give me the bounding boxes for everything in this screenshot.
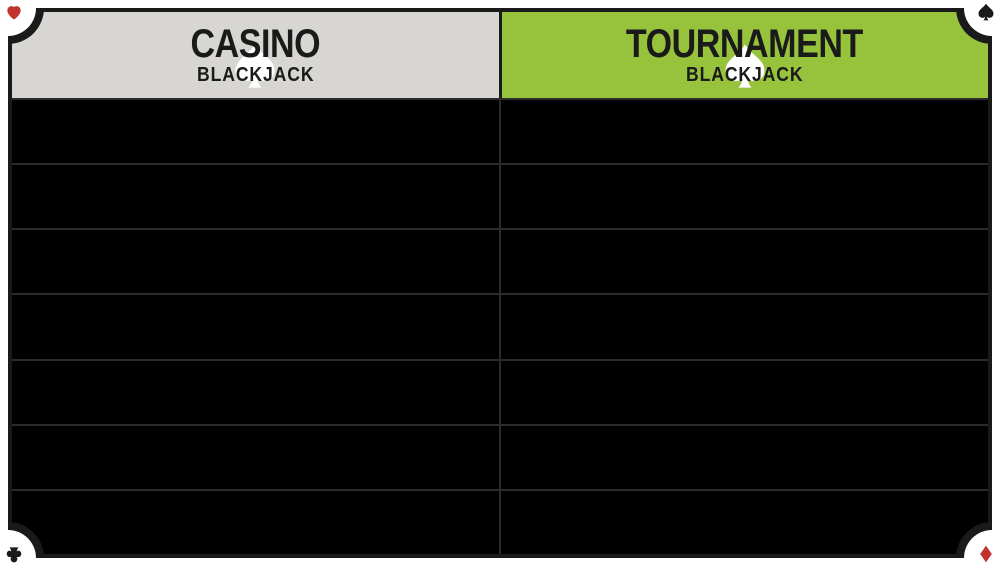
- table-cell: [501, 426, 988, 489]
- table-row: [12, 228, 988, 293]
- table-cell: [12, 491, 501, 554]
- table-row: [12, 163, 988, 228]
- table-cell: [501, 361, 988, 424]
- diamond-icon: [976, 544, 996, 564]
- header-cell-tournament: TOURNAMENT BLACKJACK: [502, 12, 989, 98]
- heart-icon: [4, 2, 24, 22]
- spade-icon: [976, 2, 996, 22]
- header-title: TOURNAMENT: [626, 24, 863, 64]
- table-row: [12, 359, 988, 424]
- table-row: [12, 293, 988, 358]
- comparison-table: CASINO BLACKJACK TOURNAMENT BLACKJACK: [12, 12, 988, 554]
- table-cell: [12, 230, 501, 293]
- table-cell: [501, 100, 988, 163]
- table-header-row: CASINO BLACKJACK TOURNAMENT BLACKJACK: [12, 12, 988, 98]
- table-body: [12, 98, 988, 554]
- club-icon: [4, 544, 24, 564]
- header-subtitle: BLACKJACK: [686, 64, 803, 87]
- table-cell: [12, 295, 501, 358]
- table-cell: [12, 165, 501, 228]
- table-cell: [12, 100, 501, 163]
- header-title: CASINO: [190, 24, 320, 64]
- table-row: [12, 424, 988, 489]
- table-cell: [501, 165, 988, 228]
- table-cell: [501, 295, 988, 358]
- table-row: [12, 98, 988, 163]
- header-subtitle: BLACKJACK: [197, 64, 314, 87]
- table-cell: [12, 361, 501, 424]
- comparison-frame: CASINO BLACKJACK TOURNAMENT BLACKJACK: [8, 8, 992, 558]
- table-cell: [501, 230, 988, 293]
- table-cell: [12, 426, 501, 489]
- header-cell-casino: CASINO BLACKJACK: [12, 12, 502, 98]
- table-cell: [501, 491, 988, 554]
- table-row: [12, 489, 988, 554]
